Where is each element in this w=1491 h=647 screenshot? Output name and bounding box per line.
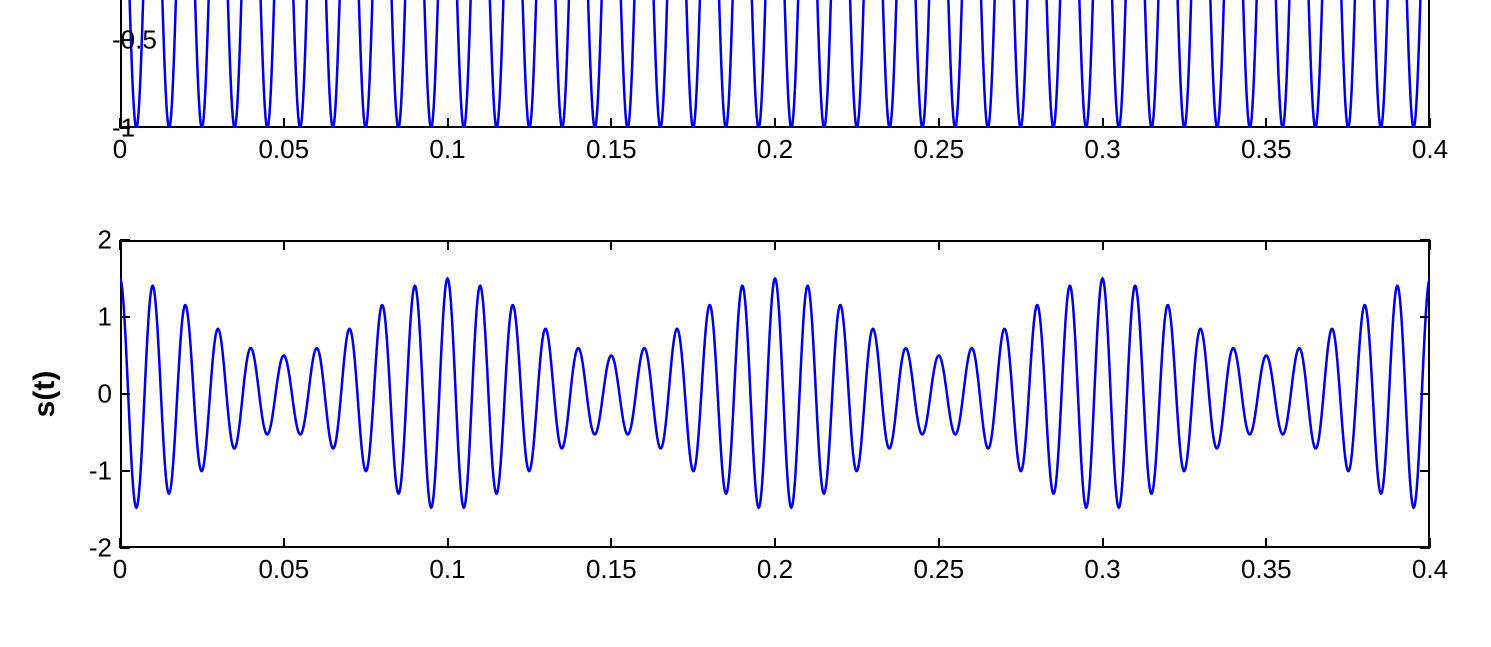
bottom-ytick-mark-r xyxy=(1420,393,1430,395)
bottom-ytick-mark-r xyxy=(1420,239,1430,241)
bottom-xtick-mark-top xyxy=(283,240,285,250)
bottom-ytick-mark xyxy=(120,547,130,549)
bottom-xtick-label: 0.2 xyxy=(757,554,793,585)
top-ytick-mark xyxy=(120,127,130,129)
bottom-xtick-label: 0.25 xyxy=(913,554,964,585)
top-xtick-label: 0.4 xyxy=(1412,134,1448,165)
bottom-xtick-label: 0.35 xyxy=(1241,554,1292,585)
bottom-ytick-mark xyxy=(120,393,130,395)
top-xtick-label: 0.3 xyxy=(1084,134,1120,165)
bottom-xtick-mark-top xyxy=(447,240,449,250)
top-ytick-mark xyxy=(120,39,130,41)
top-xtick-label: 0.05 xyxy=(258,134,309,165)
top-xtick-mark xyxy=(283,118,285,128)
bottom-xtick-label: 0 xyxy=(113,554,127,585)
bottom-xtick-label: 0.1 xyxy=(429,554,465,585)
top-xtick-mark xyxy=(610,118,612,128)
top-xtick-label: 0.35 xyxy=(1241,134,1292,165)
bottom-ylabel: s(t) xyxy=(28,371,62,418)
top-waveform xyxy=(120,0,1430,128)
bottom-ytick-mark-r xyxy=(1420,470,1430,472)
top-xtick-mark xyxy=(447,118,449,128)
bottom-xtick-mark-top xyxy=(938,240,940,250)
bottom-xtick-mark-top xyxy=(1102,240,1104,250)
bottom-xtick-mark xyxy=(774,538,776,548)
bottom-ytick-label: 0 xyxy=(98,379,112,410)
bottom-xtick-mark-top xyxy=(610,240,612,250)
bottom-xtick-mark-top xyxy=(1429,240,1431,250)
top-xtick-label: 0.2 xyxy=(757,134,793,165)
bottom-ytick-mark xyxy=(120,316,130,318)
top-xtick-mark xyxy=(938,118,940,128)
bottom-ytick-mark xyxy=(120,470,130,472)
bottom-waveform xyxy=(120,240,1430,548)
bottom-xtick-label: 0.05 xyxy=(258,554,309,585)
top-xtick-mark xyxy=(1265,118,1267,128)
bottom-xtick-label: 0.4 xyxy=(1412,554,1448,585)
bottom-ytick-mark-r xyxy=(1420,316,1430,318)
top-xtick-mark xyxy=(1429,118,1431,128)
bottom-ytick-mark-r xyxy=(1420,547,1430,549)
bottom-ytick-label: 1 xyxy=(98,302,112,333)
bottom-xtick-label: 0.3 xyxy=(1084,554,1120,585)
bottom-xtick-mark xyxy=(283,538,285,548)
bottom-xtick-mark-top xyxy=(1265,240,1267,250)
bottom-xtick-mark xyxy=(938,538,940,548)
top-xtick-mark xyxy=(1102,118,1104,128)
bottom-xtick-mark-top xyxy=(119,240,121,250)
bottom-xtick-mark xyxy=(1265,538,1267,548)
bottom-xtick-mark xyxy=(447,538,449,548)
top-xtick-label: 0.25 xyxy=(913,134,964,165)
bottom-xtick-label: 0.15 xyxy=(586,554,637,585)
bottom-xtick-mark-top xyxy=(774,240,776,250)
bottom-xtick-mark xyxy=(1102,538,1104,548)
top-xtick-mark xyxy=(774,118,776,128)
bottom-ytick-mark xyxy=(120,239,130,241)
bottom-ytick-label: -1 xyxy=(89,456,112,487)
top-xtick-label: 0.1 xyxy=(429,134,465,165)
bottom-xtick-mark xyxy=(610,538,612,548)
bottom-ytick-label: 2 xyxy=(98,225,112,256)
bottom-ytick-label: -2 xyxy=(89,533,112,564)
top-xtick-label: 0.15 xyxy=(586,134,637,165)
